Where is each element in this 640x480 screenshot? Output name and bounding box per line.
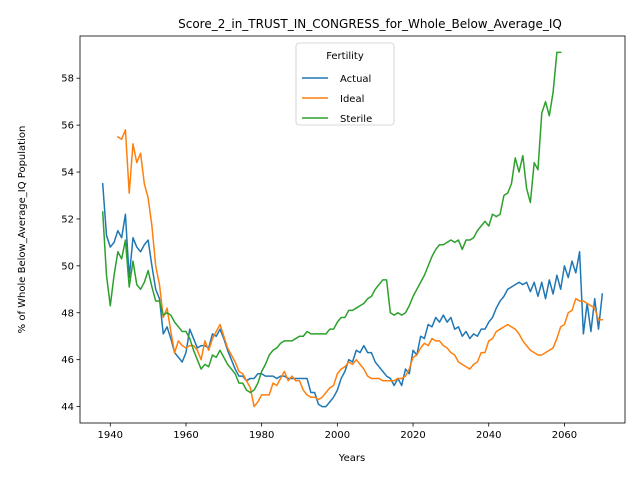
- x-tick-label: 1940: [98, 430, 123, 441]
- legend-label-ideal: Ideal: [340, 94, 364, 105]
- y-tick-label: 52: [61, 214, 74, 225]
- y-axis-label: % of Whole Below_Average_IQ Population: [17, 126, 28, 334]
- legend-label-actual: Actual: [340, 74, 371, 85]
- legend-box: [295, 42, 395, 126]
- y-tick-label: 58: [61, 74, 74, 85]
- series-line-sterile: [101, 51, 562, 394]
- legend-entries: Actual Ideal Sterile: [302, 74, 372, 125]
- plot-frame: [79, 35, 626, 424]
- x-tick-label: 2040: [476, 430, 501, 441]
- chart-title: Score_2_in_TRUST_IN_CONGRESS_for_Whole_B…: [178, 17, 562, 31]
- series-line-actual: [101, 182, 604, 408]
- y-tick-label: 50: [61, 261, 74, 272]
- y-tick-label: 56: [61, 121, 74, 132]
- legend-label-sterile: Sterile: [340, 114, 372, 125]
- x-axis-ticks: 1940 1960 1980 2000 2020 2040 2060: [98, 423, 577, 441]
- y-tick-label: 54: [61, 168, 74, 179]
- x-tick-label: 2000: [325, 430, 350, 441]
- x-axis-label: Years: [338, 453, 365, 464]
- y-tick-label: 44: [61, 402, 74, 413]
- legend-title: Fertility: [326, 51, 364, 62]
- x-tick-label: 2060: [552, 430, 577, 441]
- y-axis-ticks: 44 46 48 50 52 54 56 58: [61, 74, 80, 413]
- x-tick-label: 2020: [400, 430, 425, 441]
- y-tick-label: 48: [61, 308, 74, 319]
- series-line-ideal: [116, 129, 604, 408]
- x-tick-label: 1980: [249, 430, 274, 441]
- legend: Fertility Actual Ideal Sterile: [295, 42, 395, 126]
- y-tick-label: 46: [61, 355, 74, 366]
- x-tick-label: 1960: [173, 430, 198, 441]
- series-layer: [101, 51, 604, 408]
